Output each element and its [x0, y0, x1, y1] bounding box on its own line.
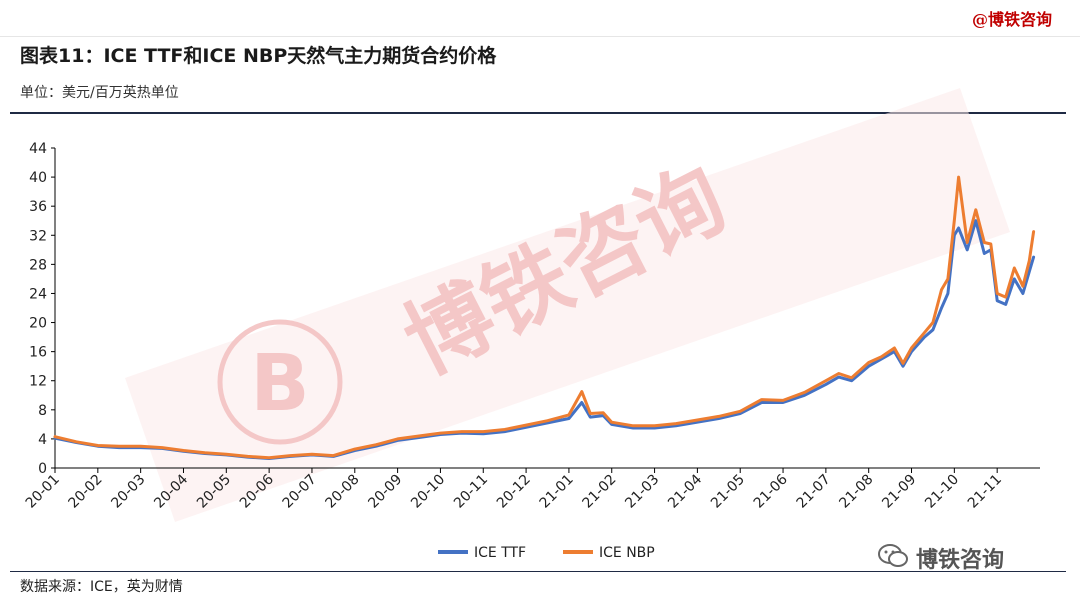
x-tick-label: 20-09 [365, 472, 405, 512]
bottom-divider [10, 571, 1066, 572]
x-tick-label: 21-03 [622, 472, 662, 512]
title-bar [0, 36, 1080, 75]
x-tick-label: 20-03 [108, 472, 148, 512]
y-tick-label: 16 [29, 345, 47, 361]
y-tick-label: 12 [29, 374, 47, 390]
x-tick-label: 21-11 [965, 472, 1005, 512]
source-note: 数据来源：ICE，英为财情 [20, 579, 183, 595]
x-tick-label: 21-01 [537, 472, 577, 512]
watermark-seal [217, 319, 343, 445]
series-line-nbp [53, 175, 1036, 460]
y-tick-label: 0 [38, 461, 47, 477]
y-tick-label: 32 [29, 228, 47, 244]
brand-logo-text: @博铁咨询 [971, 10, 1052, 29]
y-tick-label: 24 [29, 286, 47, 302]
x-tick-label: 20-01 [23, 472, 63, 512]
watermark-band [125, 88, 1010, 522]
top-divider [10, 112, 1066, 114]
chart-legend: ICE TTF ICE NBP [438, 545, 655, 561]
y-tick-label: 28 [29, 257, 47, 273]
watermark-mark: B [250, 339, 309, 429]
y-tick-label: 40 [29, 170, 47, 186]
x-tick-label: 20-02 [66, 472, 106, 512]
page-title: 图表11：ICE TTF和ICE NBP天然气主力期货合约价格 [20, 45, 497, 67]
x-tick-label: 20-10 [408, 472, 448, 512]
y-tick-label: 8 [38, 403, 47, 419]
x-tick-label: 20-11 [451, 472, 491, 512]
x-tick-label: 21-04 [665, 471, 705, 511]
x-tick-label: 21-02 [579, 472, 619, 512]
x-tick-label: 20-12 [494, 472, 534, 512]
y-tick-label: 4 [38, 432, 47, 448]
y-tick-label: 20 [29, 316, 47, 332]
wechat-label: 博铁咨询 [916, 548, 1005, 573]
x-tick-label: 21-08 [836, 472, 876, 512]
x-tick-label: 21-05 [708, 472, 748, 512]
x-tick-label: 21-10 [922, 472, 962, 512]
wechat-icon [878, 543, 908, 573]
wechat-badge: 博铁咨询 [878, 542, 1004, 574]
unit-label: 单位：美元/百万英热单位 [20, 85, 179, 101]
x-tick-label: 20-08 [323, 472, 363, 512]
x-tick-label: 21-06 [751, 471, 791, 511]
legend-label-nbp: ICE NBP [599, 545, 655, 561]
legend-label-ttf: ICE TTF [474, 545, 526, 561]
y-tick-label: 44 [29, 141, 47, 157]
chart-lines [53, 175, 1036, 460]
x-tick-label: 21-09 [879, 472, 919, 512]
x-tick-label: 21-07 [794, 472, 834, 512]
y-tick-label: 36 [29, 199, 47, 215]
